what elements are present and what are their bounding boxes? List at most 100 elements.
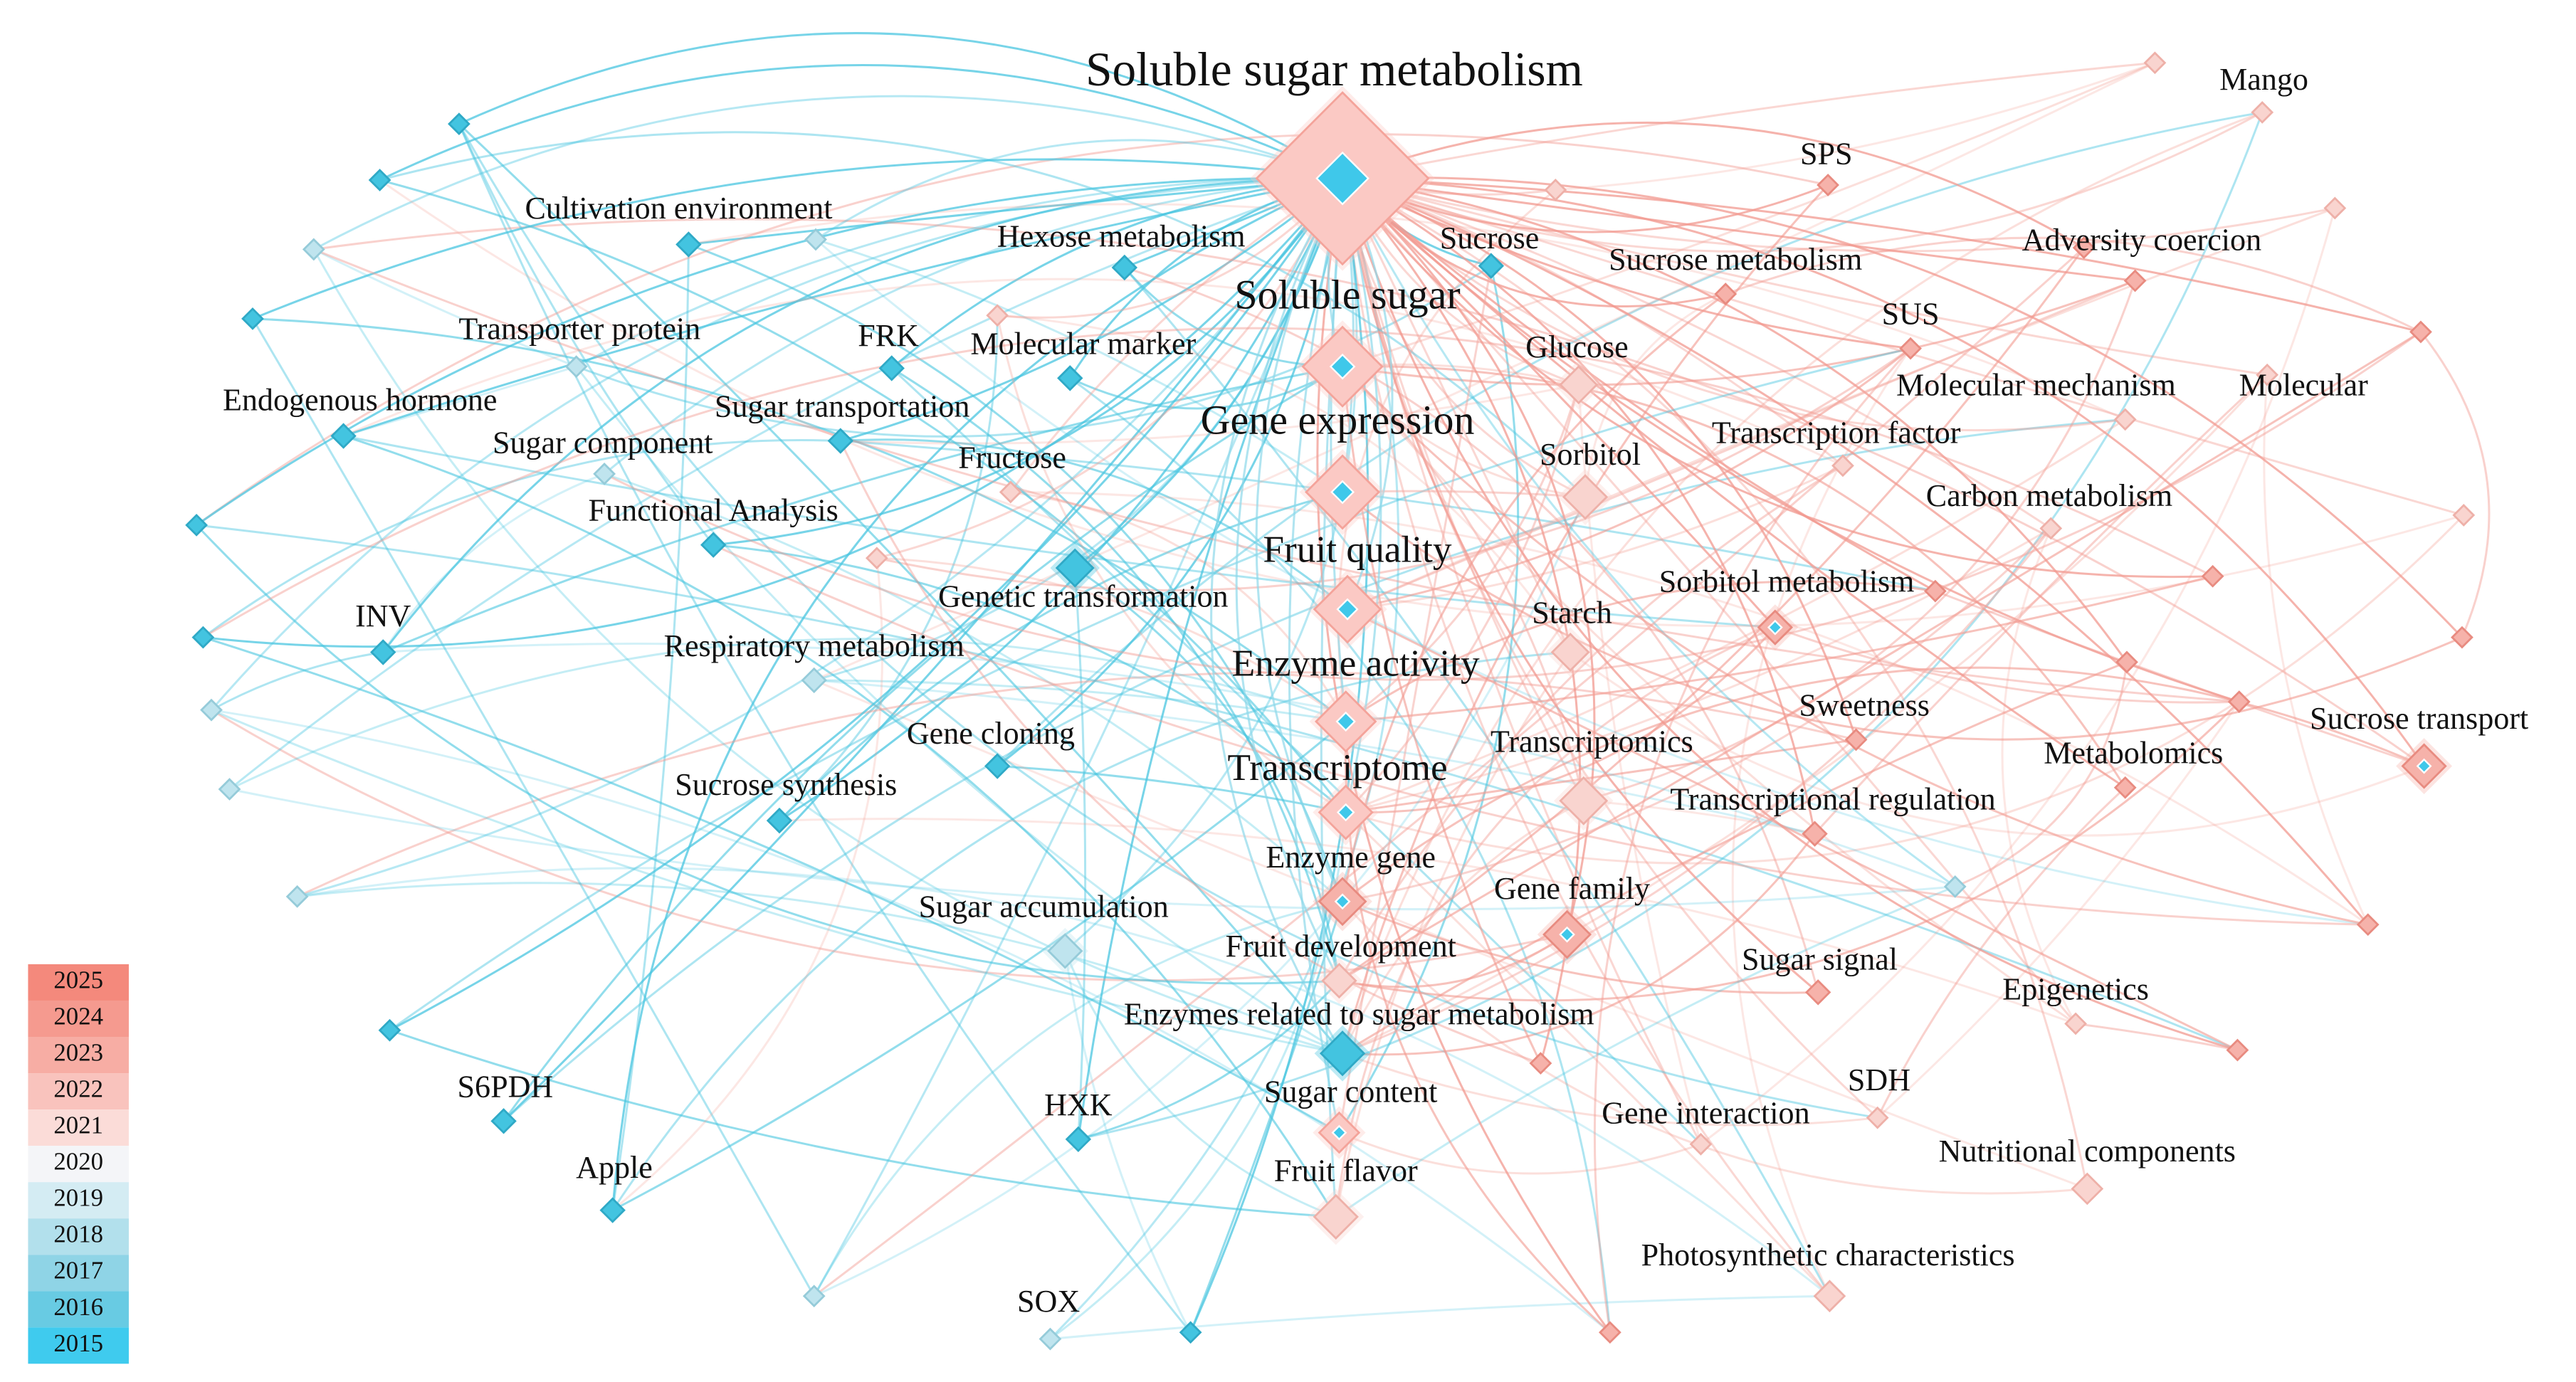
node: [1817, 174, 1839, 196]
edge: [1955, 662, 2128, 888]
node: [593, 463, 616, 485]
edge: [1335, 885, 1956, 1218]
edge: [840, 440, 1936, 593]
edge: [1342, 900, 1819, 994]
edge: [778, 490, 1343, 822]
node: [878, 355, 905, 381]
node-label: Sugar content: [1264, 1074, 1438, 1109]
edge: [1341, 177, 2213, 579]
edge: [203, 177, 1344, 648]
edge: [1341, 111, 2263, 1054]
edge: [713, 544, 2368, 926]
edge: [1342, 177, 2464, 517]
edge: [1342, 833, 1816, 1056]
labels: Soluble sugar metabolism Soluble sugar Gen…: [223, 43, 2528, 1319]
edge: [1342, 122, 2085, 249]
node: [802, 1285, 826, 1308]
node-label: Fructose: [958, 440, 1066, 475]
node: [1321, 962, 1357, 999]
node: [1924, 579, 1947, 603]
node: [2452, 504, 2476, 527]
edge: [996, 315, 1347, 813]
node-label: Molecular: [2239, 367, 2368, 402]
node-label: Glucose: [1525, 329, 1628, 364]
edge: [297, 177, 1344, 898]
node-label: Sucrose: [1440, 221, 1540, 255]
edge: [814, 496, 1587, 1297]
edge: [379, 131, 1587, 498]
node: [984, 753, 1011, 779]
edge: [1342, 177, 1776, 628]
legend-label: 2022: [53, 1075, 103, 1103]
edge: [458, 123, 1878, 1119]
node: [675, 231, 702, 258]
legend-label: 2025: [53, 966, 103, 993]
node-core: [1336, 598, 1359, 621]
node: [1598, 1321, 1621, 1344]
node: [490, 1108, 517, 1134]
edge: [382, 473, 605, 653]
edge: [1078, 980, 1340, 1141]
node: [2256, 363, 2279, 386]
edge: [202, 636, 1340, 1134]
node: [2123, 269, 2147, 292]
node-label: Transcriptional regulation: [1670, 782, 1995, 817]
node-core: [1559, 926, 1575, 943]
node: [330, 423, 357, 449]
node: [1065, 1126, 1092, 1153]
node: [2356, 913, 2380, 937]
node-label: Soluble sugar metabolism: [1085, 43, 1583, 96]
node-label: Gene family: [1494, 871, 1650, 906]
node-label: Genetic transformation: [938, 579, 1228, 613]
node-label: Sucrose metabolism: [1609, 242, 1862, 277]
edge: [195, 524, 1340, 985]
edge: [1077, 178, 1344, 1140]
edge: [389, 347, 1911, 1031]
edge: [1341, 178, 1878, 1119]
node-label: Sorbitol metabolism: [1659, 564, 1915, 598]
edge: [814, 679, 2088, 1190]
edge: [779, 818, 2076, 1025]
node-label: Sucrose transport: [2310, 701, 2528, 736]
edge: [1814, 374, 2269, 835]
edge: [251, 318, 816, 1297]
node: [2072, 236, 2096, 260]
edge: [1338, 1132, 1701, 1175]
edge: [840, 384, 1579, 445]
edge: [1584, 292, 1726, 497]
edge: [1775, 626, 2239, 704]
node-label: Sugar component: [493, 426, 713, 460]
edge: [815, 238, 1343, 493]
node: [766, 807, 793, 834]
edge: [313, 248, 2239, 703]
edge: [1341, 900, 2088, 1195]
edge: [228, 177, 1343, 791]
node: [370, 639, 396, 665]
edge: [196, 524, 2239, 1051]
edge: [503, 365, 1343, 1122]
node: [827, 428, 854, 454]
edge: [1341, 177, 1956, 888]
edge: [1210, 177, 1344, 1054]
legend-swatch: [28, 964, 129, 1001]
edge: [1345, 626, 1776, 814]
edge: [1725, 236, 2422, 333]
edge: [252, 317, 1347, 723]
legend-label: 2024: [53, 1002, 103, 1030]
node-label: Transcriptome: [1228, 746, 1448, 788]
edge: [1342, 61, 2155, 180]
edge: [343, 435, 1775, 629]
edge: [890, 367, 1340, 981]
node-label: Transporter protein: [458, 312, 700, 347]
edge: [202, 327, 2214, 638]
node: [2323, 196, 2347, 220]
edge: [210, 177, 1343, 711]
edge: [1342, 280, 2136, 386]
edge: [1345, 580, 1936, 723]
node: [1529, 1052, 1552, 1075]
legend-swatch: [28, 1291, 129, 1328]
legend-label: 2018: [53, 1220, 103, 1248]
node-core: [1315, 151, 1370, 206]
edge: [458, 123, 1192, 1334]
node: [564, 355, 588, 379]
